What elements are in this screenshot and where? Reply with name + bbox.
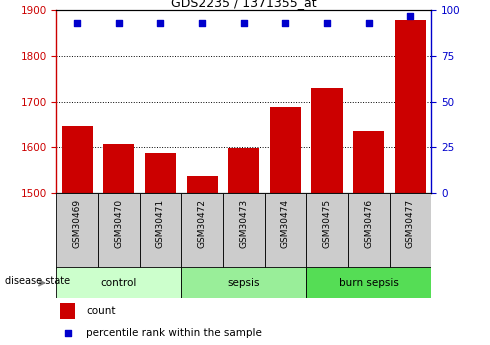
Bar [270, 107, 301, 193]
Bar [306, 267, 431, 298]
Text: GSM30469: GSM30469 [73, 199, 82, 248]
Point [240, 20, 247, 26]
Text: disease state: disease state [5, 276, 70, 286]
Bar [98, 193, 140, 269]
Bar [56, 193, 98, 269]
Text: GSM30472: GSM30472 [197, 199, 207, 248]
Bar [181, 193, 223, 269]
Point [115, 20, 122, 26]
Bar [312, 88, 343, 193]
Point [323, 20, 331, 26]
Bar [56, 267, 181, 298]
Point [365, 20, 372, 26]
Bar [306, 193, 348, 269]
Bar [62, 126, 93, 193]
Text: count: count [86, 306, 116, 316]
Point [281, 20, 289, 26]
Point [73, 20, 81, 26]
Point [198, 20, 206, 26]
Text: GSM30475: GSM30475 [322, 199, 332, 248]
Bar [223, 193, 265, 269]
Text: GSM30476: GSM30476 [364, 199, 373, 248]
Text: GSM30470: GSM30470 [114, 199, 123, 248]
Text: GSM30474: GSM30474 [281, 199, 290, 248]
Bar [103, 144, 134, 193]
Text: GSM30471: GSM30471 [156, 199, 165, 248]
Text: sepsis: sepsis [227, 278, 260, 288]
Bar [140, 193, 181, 269]
Bar [265, 193, 306, 269]
Title: GDS2235 / 1371355_at: GDS2235 / 1371355_at [171, 0, 317, 9]
Bar [353, 131, 384, 193]
Bar [181, 267, 306, 298]
Text: control: control [100, 278, 137, 288]
Bar [187, 176, 218, 193]
Bar [390, 193, 431, 269]
Point [406, 13, 414, 19]
Bar [348, 193, 390, 269]
Bar [60, 303, 75, 319]
Bar [395, 20, 426, 193]
Text: GSM30477: GSM30477 [406, 199, 415, 248]
Text: percentile rank within the sample: percentile rank within the sample [86, 328, 262, 338]
Point [156, 20, 164, 26]
Text: GSM30473: GSM30473 [239, 199, 248, 248]
Text: burn sepsis: burn sepsis [339, 278, 399, 288]
Bar [228, 148, 259, 193]
Point [64, 331, 72, 336]
Bar [145, 153, 176, 193]
